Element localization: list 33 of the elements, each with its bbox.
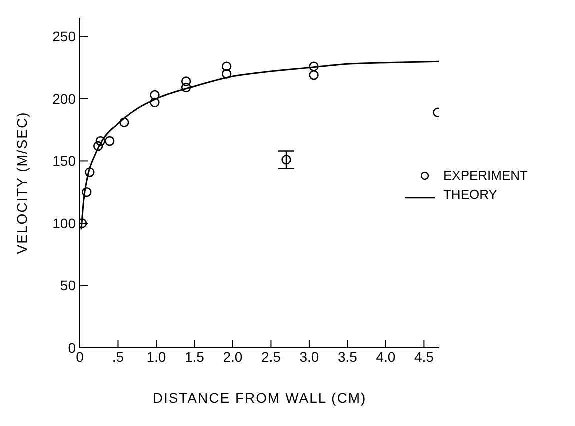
x-tick-label: .5 [112,348,124,365]
point [104,136,115,146]
point [96,136,106,146]
point [150,98,160,108]
point [222,69,232,79]
x-tick-label: 1.0 [146,348,166,365]
y-tick-label: 50 [60,278,76,294]
point [181,82,192,93]
point [85,168,95,178]
y-axis-title: VELOCITY (M/SEC) [14,112,30,254]
y-tick-label: 100 [52,215,76,232]
point [150,90,160,100]
legend-label: EXPERIMENT [443,168,528,183]
x-tick-label: 2.0 [223,348,243,365]
x-tick-label: 3.0 [300,348,320,365]
y-tick-label: 250 [52,28,76,45]
x-tick-label: 4.5 [414,348,434,365]
point [222,62,232,72]
x-tick-label: 1.5 [184,348,205,365]
y-tick-label: 200 [52,90,76,107]
y-tick-label: 150 [52,153,76,170]
point [94,141,104,152]
point [309,70,319,80]
point [181,76,192,86]
point [120,118,130,128]
x-axis-title: DISTANCE FROM WALL (CM) [152,390,367,406]
x-tick-label: 4.0 [376,348,396,365]
point [282,155,292,165]
legend-label: THEORY [443,187,498,202]
x-tick-label: 3.5 [338,348,358,365]
point [82,187,92,198]
point [309,62,319,72]
x-tick-label: 2.5 [261,348,282,365]
